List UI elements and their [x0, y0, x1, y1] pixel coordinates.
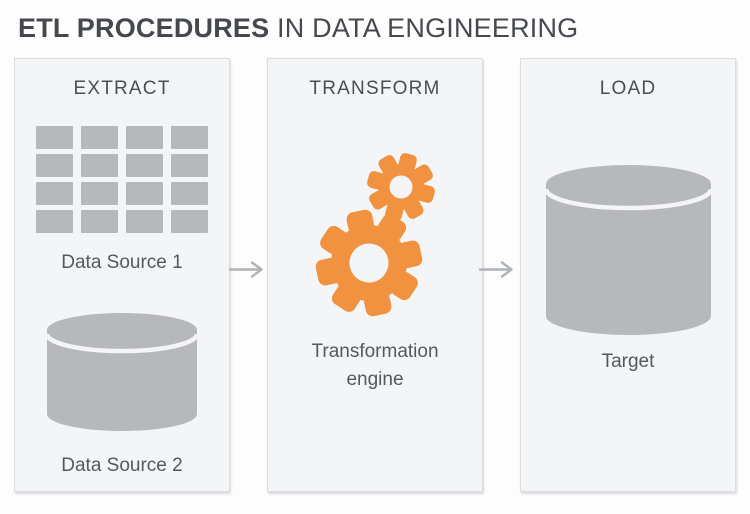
stage-transform-title: TRANSFORM — [309, 78, 441, 99]
stage-transform: TRANSFORM — [267, 58, 483, 492]
page-title: ETL PROCEDURES IN DATA ENGINEERING — [18, 13, 578, 44]
database-cylinder-icon — [545, 165, 711, 335]
stages-row: EXTRACT Data Source 1 Data Source 2 TRAN… — [14, 58, 736, 492]
stage-extract: EXTRACT Data Source 1 Data Source 2 — [14, 58, 230, 492]
gears-icon — [315, 153, 435, 317]
arrow-extract-to-transform-icon — [229, 261, 263, 278]
target-label: Target — [601, 351, 655, 372]
data-source-2-label: Data Source 2 — [61, 454, 183, 476]
data-source-1-label: Data Source 1 — [61, 252, 183, 273]
stage-load: LOAD Target — [520, 58, 736, 492]
page-title-rest: IN DATA ENGINEERING — [269, 13, 579, 43]
page-title-bold: ETL PROCEDURES — [18, 13, 270, 43]
transformation-engine-label: Transformation engine — [311, 341, 439, 390]
stage-extract-title: EXTRACT — [73, 78, 171, 99]
arrow-transform-to-load-icon — [479, 261, 513, 278]
database-cylinder-icon — [47, 312, 197, 431]
table-grid-icon — [36, 126, 208, 233]
stage-load-title: LOAD — [599, 78, 657, 99]
